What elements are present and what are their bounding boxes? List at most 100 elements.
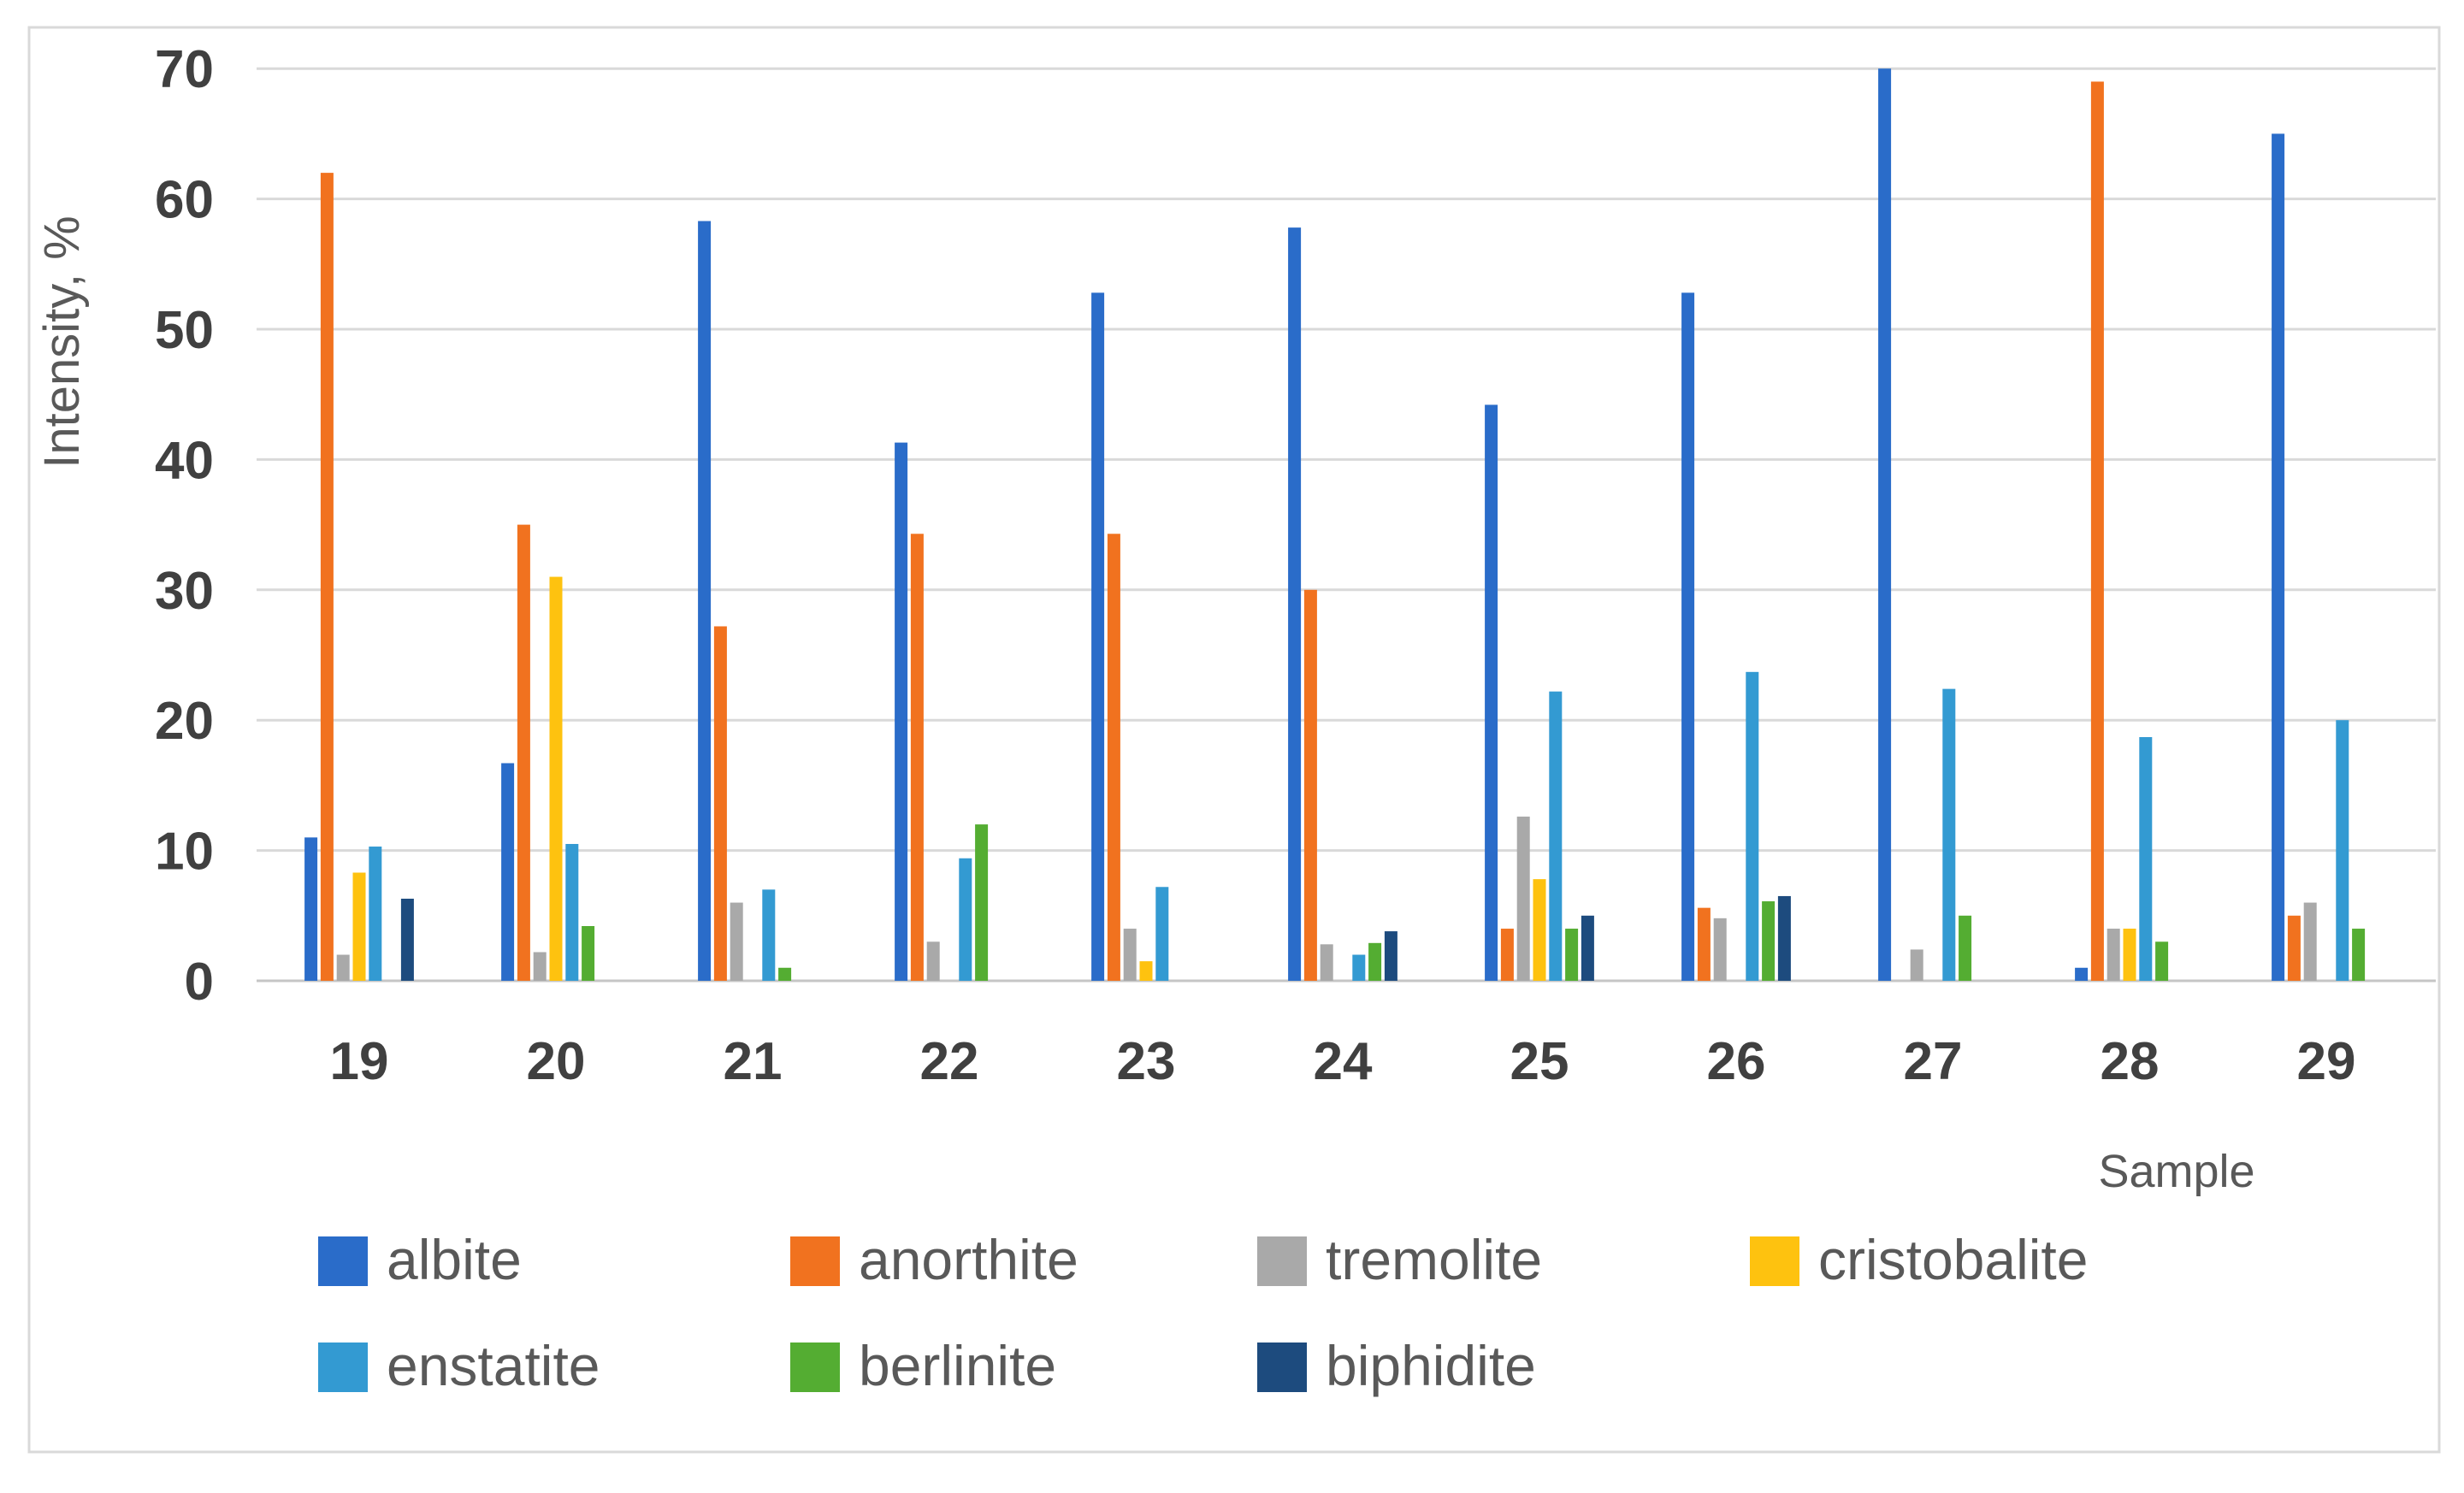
bar-enstatite-sample-23 xyxy=(1155,887,1169,981)
bar-enstatite-sample-29 xyxy=(2336,720,2349,981)
bar-albite-sample-19 xyxy=(304,837,318,981)
y-tick-label: 30 xyxy=(155,562,214,621)
bar-biphidite-sample-25 xyxy=(1581,915,1594,981)
bar-biphidite-sample-19 xyxy=(400,898,414,981)
bar-berlinite-sample-26 xyxy=(1762,901,1776,981)
bar-berlinite-sample-21 xyxy=(778,967,792,981)
bar-anorthite-sample-21 xyxy=(713,626,727,981)
legend-label: tremolite xyxy=(1326,1228,1542,1291)
x-tick-label: 27 xyxy=(1904,1032,1963,1091)
bar-albite-sample-21 xyxy=(698,221,712,981)
bar-berlinite-sample-28 xyxy=(2155,941,2169,981)
legend-label: cristobalite xyxy=(1818,1228,2088,1291)
bar-anorthite-sample-22 xyxy=(910,534,924,981)
y-tick-label: 10 xyxy=(155,823,214,882)
bar-enstatite-sample-20 xyxy=(565,843,579,981)
bar-albite-sample-28 xyxy=(2075,967,2089,981)
bar-albite-sample-22 xyxy=(895,442,908,981)
bar-enstatite-sample-25 xyxy=(1549,691,1563,981)
bar-cristobalite-sample-19 xyxy=(352,872,366,981)
x-axis-title: Sample xyxy=(2098,1146,2254,1197)
bar-tremolite-sample-23 xyxy=(1123,929,1137,981)
legend-swatch-enstatite xyxy=(318,1343,368,1392)
bar-albite-sample-26 xyxy=(1681,292,1695,981)
y-tick-label: 50 xyxy=(155,301,214,360)
bar-biphidite-sample-24 xyxy=(1384,931,1397,981)
legend: albite anorthite tremolite cristobalite enst… xyxy=(318,1228,2088,1397)
bar-tremolite-sample-28 xyxy=(2107,929,2120,981)
bar-enstatite-sample-19 xyxy=(369,847,382,981)
bar-anorthite-sample-26 xyxy=(1697,907,1711,981)
bar-berlinite-sample-20 xyxy=(582,925,595,981)
bar-albite-sample-24 xyxy=(1288,227,1302,981)
legend-swatch-berlinite xyxy=(790,1343,840,1392)
bar-anorthite-sample-28 xyxy=(2090,81,2104,982)
y-axis-title: Intensity, % xyxy=(34,215,90,469)
x-tick-label: 29 xyxy=(2297,1032,2356,1091)
bar-tremolite-sample-20 xyxy=(533,952,547,981)
legend-item-cristobalite: cristobalite xyxy=(1750,1228,2088,1291)
bar-tremolite-sample-24 xyxy=(1320,944,1333,981)
legend-item-biphidite: biphidite xyxy=(1257,1334,1536,1397)
bar-enstatite-sample-22 xyxy=(959,858,972,981)
x-tick-label: 21 xyxy=(724,1032,783,1091)
bar-anorthite-sample-25 xyxy=(1500,929,1514,981)
bar-tremolite-sample-25 xyxy=(1516,816,1530,981)
legend-label: albite xyxy=(387,1228,522,1291)
x-tick-label: 23 xyxy=(1117,1032,1176,1091)
legend-label: anorthite xyxy=(859,1228,1078,1291)
bar-berlinite-sample-22 xyxy=(975,824,989,981)
y-tick-label: 20 xyxy=(155,692,214,751)
legend-swatch-albite xyxy=(318,1236,368,1286)
gridlines-layer xyxy=(257,67,2436,983)
bar-anorthite-sample-19 xyxy=(320,173,334,981)
legend-item-enstatite: enstatite xyxy=(318,1334,600,1397)
x-tick-label: 20 xyxy=(527,1032,586,1091)
bar-anorthite-sample-24 xyxy=(1303,589,1317,981)
x-tick-label: 22 xyxy=(920,1032,979,1091)
legend-swatch-cristobalite xyxy=(1750,1236,1799,1286)
bar-tremolite-sample-26 xyxy=(1713,918,1727,981)
x-axis-tick-labels: 19 20 21 22 23 24 25 26 27 28 29 xyxy=(330,1032,2356,1091)
bar-albite-sample-25 xyxy=(1485,404,1498,982)
bar-albite-sample-29 xyxy=(2272,133,2285,981)
bar-albite-sample-20 xyxy=(501,763,515,981)
legend-swatch-tremolite xyxy=(1257,1236,1307,1286)
bars-layer xyxy=(304,68,2366,982)
bar-tremolite-sample-29 xyxy=(2303,902,2317,981)
legend-label: berlinite xyxy=(859,1334,1056,1397)
bar-albite-sample-27 xyxy=(1878,68,1892,982)
panel-background xyxy=(27,26,2441,1454)
bar-enstatite-sample-24 xyxy=(1352,954,1366,981)
bar-enstatite-sample-27 xyxy=(1942,688,1956,981)
x-tick-label: 26 xyxy=(1707,1032,1766,1091)
y-tick-label: 0 xyxy=(185,953,214,1012)
bar-enstatite-sample-21 xyxy=(762,889,776,981)
bar-albite-sample-23 xyxy=(1091,292,1105,981)
bar-anorthite-sample-20 xyxy=(517,524,530,981)
bar-berlinite-sample-27 xyxy=(1959,915,1972,981)
bar-tremolite-sample-27 xyxy=(1910,949,1923,981)
bar-enstatite-sample-26 xyxy=(1746,671,1759,981)
bar-anorthite-sample-29 xyxy=(2287,915,2301,981)
y-tick-label: 70 xyxy=(155,40,214,99)
legend-item-anorthite: anorthite xyxy=(790,1228,1078,1291)
bar-tremolite-sample-21 xyxy=(730,902,743,981)
bar-enstatite-sample-28 xyxy=(2139,737,2153,981)
bar-biphidite-sample-26 xyxy=(1777,895,1791,981)
bar-cristobalite-sample-20 xyxy=(549,576,563,981)
bar-cristobalite-sample-25 xyxy=(1533,879,1546,981)
legend-item-albite: albite xyxy=(318,1228,522,1291)
bar-anorthite-sample-23 xyxy=(1107,534,1120,981)
y-axis-tick-labels: 0 10 20 30 40 50 60 70 xyxy=(155,40,214,1012)
bar-berlinite-sample-24 xyxy=(1368,942,1382,981)
bar-cristobalite-sample-28 xyxy=(2123,929,2136,981)
x-tick-label: 19 xyxy=(330,1032,389,1091)
bar-berlinite-sample-29 xyxy=(2352,929,2366,981)
y-tick-label: 40 xyxy=(155,431,214,490)
legend-swatch-anorthite xyxy=(790,1236,840,1286)
bar-cristobalite-sample-23 xyxy=(1139,961,1153,981)
x-tick-label: 25 xyxy=(1510,1032,1569,1091)
